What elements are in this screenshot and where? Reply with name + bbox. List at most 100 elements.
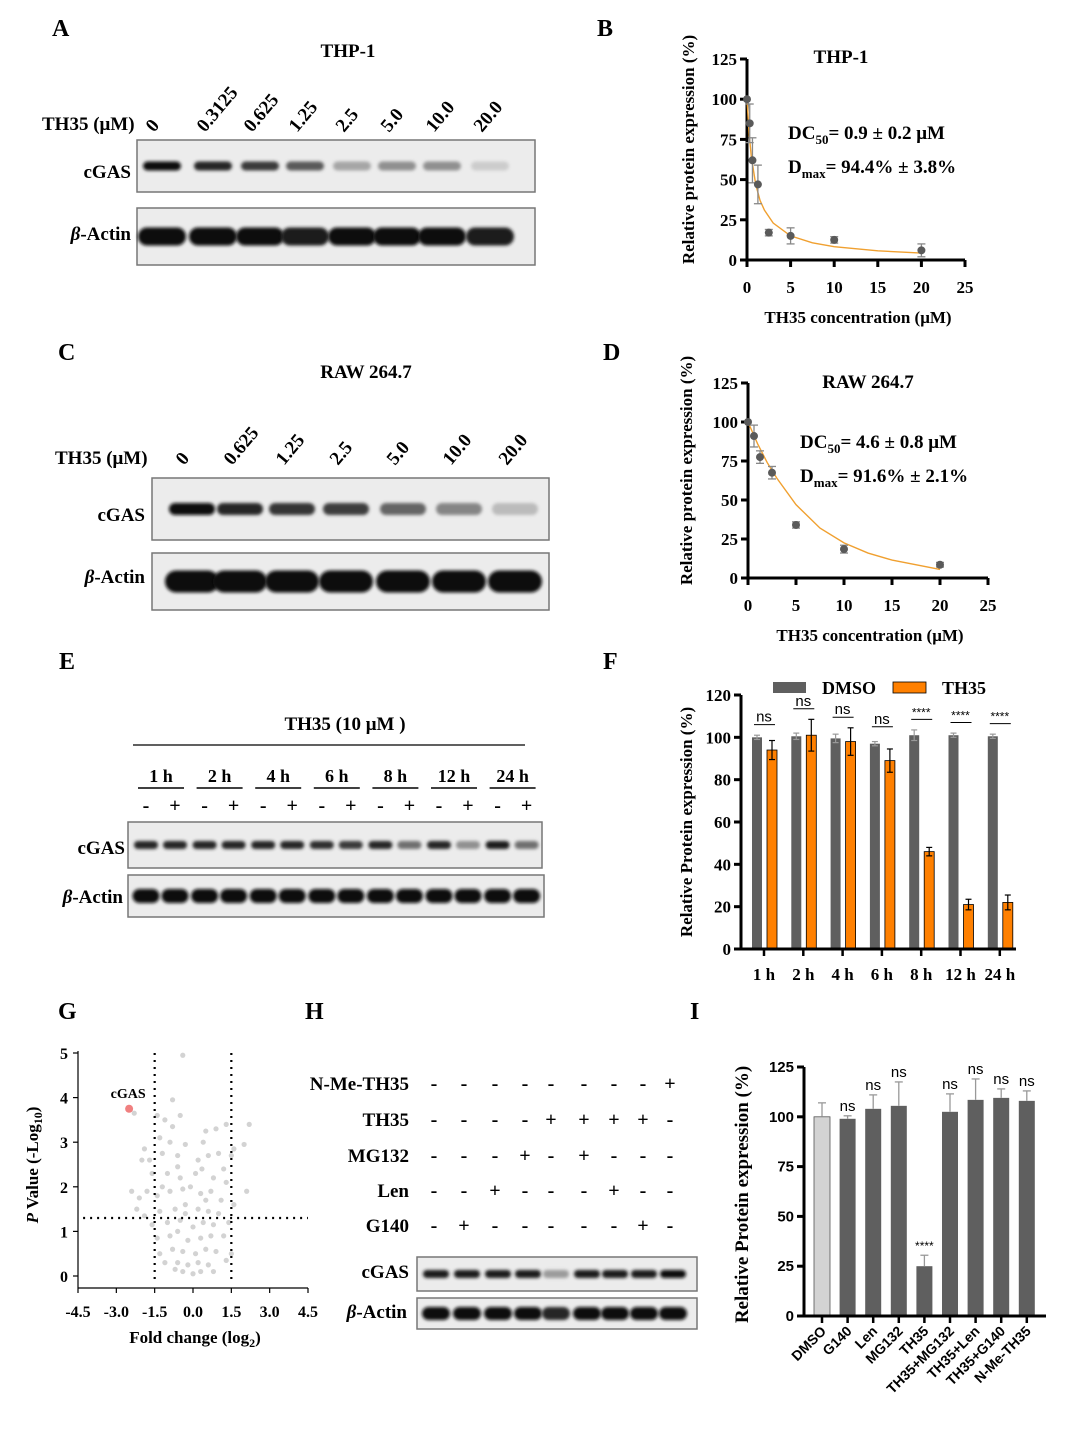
panel-d-y-tick-label: 50 — [721, 491, 738, 510]
panel-i-significance-label: ns — [891, 1064, 907, 1081]
panel-e-time-label: 4 h — [266, 766, 290, 786]
panel-g-data-point — [231, 1202, 237, 1208]
panel-c-lane-label: 5.0 — [383, 438, 414, 470]
panel-g-xlabel: Fold change (log2) — [129, 1328, 261, 1350]
panel-d-x-tick-label: 15 — [884, 596, 901, 615]
panel-g-data-point — [215, 1150, 222, 1156]
panel-d-data-point — [756, 453, 764, 462]
panel-c-actin-band — [376, 570, 430, 593]
panel-c-actin-label: β-Actin — [84, 567, 146, 588]
panel-e-sign: - — [143, 795, 150, 817]
panel-i-y-tick-label: 75 — [777, 1159, 794, 1176]
panel-i-bar — [813, 1116, 831, 1317]
panel-a-actin-band — [281, 227, 329, 246]
panel-f-bar-th35 — [766, 749, 778, 950]
panel-h-row-label: TH35 — [363, 1110, 409, 1131]
panel-label-a: A — [52, 16, 70, 42]
panel-h-actin-label: β-Actin — [346, 1302, 408, 1323]
panel-c-actin-band — [432, 570, 486, 593]
panel-g-data-point — [159, 1150, 165, 1156]
panel-f-bar-dmso — [987, 736, 998, 949]
panel-e-cgas-band — [280, 841, 305, 849]
panel-h-sign: - — [431, 1073, 438, 1095]
panel-i-significance-label: ns — [942, 1076, 958, 1093]
panel-i-bar — [993, 1097, 1010, 1316]
panel-h-sign: - — [522, 1073, 529, 1095]
panel-f-y-tick-label: 0 — [723, 940, 732, 959]
panel-a-actin-band — [466, 227, 514, 246]
panel-d-x-tick-label: 25 — [980, 596, 997, 615]
panel-g-data-point — [221, 1233, 227, 1239]
panel-d-data-point — [750, 432, 758, 441]
panel-c-actin-band — [265, 570, 319, 593]
panel-h-sign: - — [667, 1145, 674, 1167]
panel-e-sign: + — [521, 795, 532, 817]
panel-h-sign: + — [608, 1109, 619, 1131]
panel-g-y-tick-label: 1 — [60, 1224, 68, 1241]
panel-label-f: F — [603, 649, 618, 675]
panel-g-data-point — [195, 1157, 201, 1163]
panel-e-treatment: TH35 (10 μM ) — [284, 714, 405, 735]
panel-b-chart: 0 25 50 75 100 125 0 5 10 15 20 25 TH35 concentratio… — [679, 35, 974, 327]
panel-g-highlight-point — [125, 1104, 134, 1113]
panel-b-y-tick-label: 100 — [712, 90, 738, 109]
panel-b-data-point — [764, 228, 773, 237]
panel-g-data-point — [226, 1219, 232, 1226]
panel-h-sign: - — [492, 1215, 499, 1237]
panel-g-data-point — [164, 1170, 171, 1177]
panel-h-sign: - — [461, 1180, 468, 1202]
panel-e-sign: + — [286, 795, 297, 817]
panel-g-data-point — [198, 1190, 204, 1197]
panel-b-x-tick-label: 10 — [826, 278, 843, 297]
panel-i-significance-label: **** — [915, 1239, 934, 1253]
panel-a-lane-label: 0.625 — [240, 90, 284, 136]
panel-a-cgas-band — [471, 161, 509, 171]
panel-h-sign: - — [667, 1180, 674, 1202]
panel-e-cgas-band — [309, 841, 334, 849]
panel-g-data-point — [210, 1268, 217, 1275]
panel-g-ylabel: P Value (-Log10) — [23, 1107, 45, 1225]
panel-g-data-point — [244, 1188, 250, 1194]
panel-g-data-point — [180, 1268, 186, 1275]
panel-g-data-point — [149, 1170, 155, 1177]
panel-h-row-label: Len — [377, 1181, 409, 1202]
panel-c-lane-label: 20.0 — [495, 430, 532, 469]
panel-d-dmax: Dmax= 91.6% ± 2.1% — [800, 466, 968, 490]
panel-a-actin-band — [328, 227, 376, 246]
panel-h-cgas-band — [574, 1270, 600, 1278]
panel-f-x-tick-label: 12 h — [945, 965, 976, 984]
panel-g-data-point — [223, 1121, 229, 1127]
panel-f-y-tick-label: 100 — [706, 728, 732, 747]
panel-g-x-tick-label: 1.5 — [221, 1304, 241, 1321]
panel-g-highlight-label: cGAS — [111, 1087, 146, 1102]
panel-h-cgas-band — [454, 1270, 480, 1278]
panel-h-actin-band — [422, 1307, 450, 1320]
panel-e-actin-membrane — [127, 874, 545, 918]
panel-h-sign: - — [667, 1215, 674, 1237]
panel-b-dmax: Dmax= 94.4% ± 3.8% — [788, 157, 956, 181]
panel-g-data-point — [154, 1193, 160, 1199]
panel-e-sign: - — [318, 795, 325, 817]
panel-e-sign: - — [377, 795, 384, 817]
panel-g-data-point — [134, 1206, 140, 1212]
panel-i-significance-label: ns — [1019, 1073, 1035, 1090]
panel-f-significance-label: ns — [795, 693, 811, 710]
panel-f-bar-th35 — [884, 760, 896, 950]
panel-e-time-label: 12 h — [438, 766, 471, 786]
panel-d-x-label: TH35 concentration (μM) — [776, 626, 963, 645]
panel-h-sign: - — [431, 1145, 438, 1167]
panel-c-dose-label: TH35 (μM) — [55, 448, 148, 469]
panel-g-x-tick-label: 4.5 — [298, 1304, 318, 1321]
panel-a-actin-band — [418, 227, 466, 246]
panel-h-cgas-label: cGAS — [362, 1262, 410, 1283]
panel-g-data-point — [167, 1139, 173, 1145]
panel-g-data-point — [195, 1206, 201, 1212]
panel-a-cgas-band — [333, 161, 371, 171]
panel-c-lane-label: 2.5 — [326, 438, 357, 470]
panel-f-x-tick-label: 2 h — [792, 965, 815, 984]
panel-h-sign: - — [461, 1145, 468, 1167]
panel-h-sign: - — [492, 1073, 499, 1095]
panel-c-lane-label: 0.625 — [220, 423, 264, 469]
panel-h-sign: + — [578, 1145, 589, 1167]
